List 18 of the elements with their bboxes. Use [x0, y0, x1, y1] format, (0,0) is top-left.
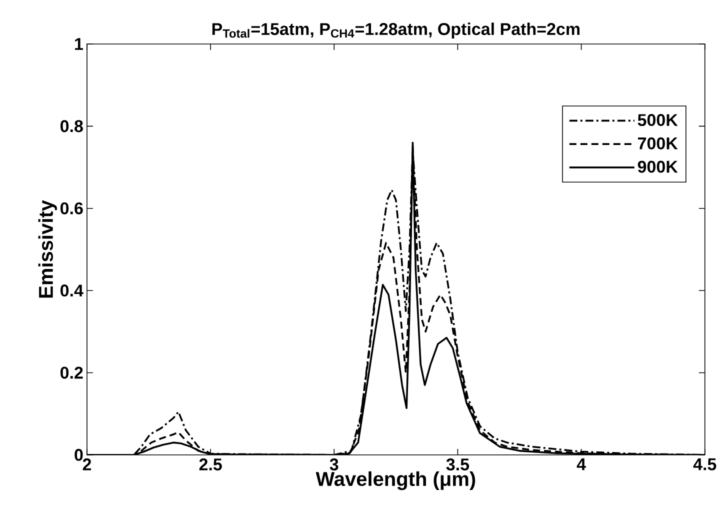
- y-tick-label: 0.8: [60, 120, 83, 132]
- y-tick-label: 1: [75, 38, 83, 50]
- x-tick-label: 3: [330, 458, 338, 471]
- y-tick-label: 0.4: [60, 284, 84, 297]
- legend-label: 500K: [638, 114, 678, 126]
- y-tick-label: 0: [74, 448, 83, 461]
- legend-label: 700K: [638, 137, 678, 150]
- x-tick-label: 2.5: [199, 458, 222, 471]
- x-tick-label: 3.5: [446, 458, 470, 471]
- legend-label: 900K: [638, 160, 678, 173]
- x-tick-label: 4: [576, 458, 586, 470]
- x-tick-label: 2: [82, 458, 92, 470]
- chart-title: P$_{Total}$=15atm, P$_{CH4}$=1.28atm, Optical Path=2cm: [212, 22, 580, 38]
- x-axis-title: Wavelength (μm): [316, 471, 476, 490]
- x-tick-label: 4.5: [693, 458, 716, 470]
- y-tick-label: 0.2: [60, 366, 83, 379]
- y-axis-title: Emissivity: [38, 200, 57, 298]
- y-tick-label: 0.6: [60, 202, 83, 214]
